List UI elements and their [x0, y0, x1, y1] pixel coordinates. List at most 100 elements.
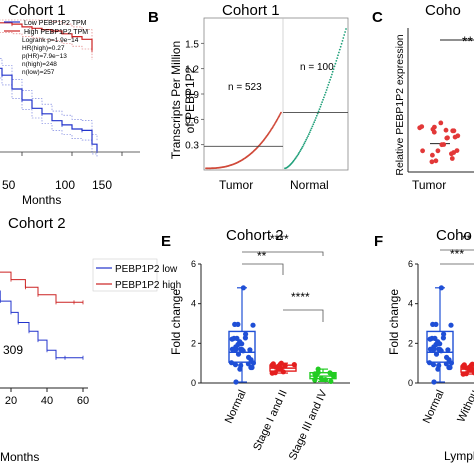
panel-c-dot: [438, 120, 444, 126]
tick-x-100: 100: [55, 178, 75, 192]
panel-b-frame: [203, 17, 349, 171]
km-a-curve-1: [0, 22, 93, 51]
normal-point: [341, 40, 344, 42]
panel-e-dot: [235, 351, 242, 357]
panel-c-dot: [419, 124, 425, 129]
km-a-ci-upper-1: [0, 19, 93, 41]
sig-e-normal-stage12: **: [257, 249, 267, 263]
normal-point: [309, 129, 312, 132]
panel-e-x-label: Stage I and II: [251, 388, 290, 452]
panel-f-dot: [441, 331, 447, 337]
stat-nhigh: n(high)=248: [22, 61, 57, 68]
normal-point: [340, 42, 343, 45]
panel-c-dot: [435, 148, 441, 154]
panel-c: C Coho Relative PEBP1P2 expression ** Tu…: [372, 2, 474, 192]
panel-c-dot: [420, 148, 425, 154]
panel-e-dot: [278, 365, 284, 371]
panel-f-dot: [435, 339, 441, 345]
panel-b-title: Cohort 1: [222, 2, 280, 19]
panel-b-y-tick-label: 0.6: [185, 115, 199, 126]
panel-d-legend: PEBP1P2 low PEBP1P2 high: [92, 258, 181, 292]
panel-e-dot: [238, 346, 244, 352]
normal-point: [294, 157, 297, 160]
tick-x-normal: Normal: [290, 178, 329, 192]
panel-e-x-label: Stage III and IV: [287, 388, 330, 462]
panel-f-dot: [433, 351, 440, 357]
panel-f-ylabel: Fold change: [387, 289, 401, 355]
n-tumor: n = 523: [228, 82, 262, 93]
panel-c-ylabel: Relative PEBP1P2 expression: [394, 34, 406, 175]
panel-e-dot: [269, 362, 275, 368]
panel-b-plot: 0.3 0.6 0.9 1.2 1.5: [185, 17, 349, 171]
normal-point: [304, 140, 307, 143]
normal-point: [297, 153, 300, 156]
panel-f-dot: [463, 371, 469, 377]
legend-box: [92, 258, 158, 292]
normal-point: [315, 117, 317, 119]
panel-c-dot: [451, 128, 457, 134]
panel-c-dot: [443, 127, 449, 133]
panel-c-dot: [432, 124, 437, 130]
panel-e-dot: [328, 378, 334, 384]
normal-point: [303, 142, 306, 145]
normal-point: [329, 78, 331, 81]
panel-c-dot: [449, 156, 455, 161]
panel-b-y-tick-label: 0.3: [185, 141, 199, 152]
panel-e-dot: [291, 362, 297, 368]
normal-point: [317, 110, 320, 113]
panel-f-dot: [445, 347, 451, 353]
panel-a-xlabel: Months: [22, 193, 61, 207]
panel-e-title: Cohort 2: [226, 227, 284, 244]
normal-point: [344, 31, 346, 33]
panel-c-title: Coho: [425, 2, 461, 19]
sig-e-stage12-stage34: ****: [291, 290, 310, 304]
panel-e-y-tick-label: 4: [191, 299, 196, 309]
km-d-curve-0: [0, 290, 83, 359]
panel-f-dot: [433, 321, 439, 327]
panel-d-x-tick-label: 40: [41, 395, 53, 407]
panel-f-dot: [446, 357, 452, 363]
panel-d-x-tick-label: 20: [5, 395, 17, 407]
panel-e-dot: [318, 376, 324, 382]
normal-point: [300, 148, 302, 151]
panel-e-dot: [243, 331, 249, 337]
panel-f-dot: [430, 362, 437, 368]
panel-e-dot: [313, 372, 319, 378]
normal-point: [330, 76, 332, 79]
normal-point: [337, 54, 339, 57]
panel-e-dot: [242, 335, 248, 341]
normal-point: [328, 81, 331, 84]
panel-e-dot: [272, 370, 278, 376]
panel-e-y-tick-label: 6: [191, 259, 196, 269]
normal-point: [343, 34, 346, 36]
panel-b: B Cohort 1 Transcripts Per Million of PE…: [148, 2, 349, 192]
panel-e-dot: [228, 360, 235, 366]
panel-a-plot: [0, 19, 140, 158]
sig-e-normal-stage34: ****: [270, 232, 289, 246]
stat-logrank: Logrank p=1.9e−14: [22, 37, 79, 44]
panel-a-legend: Low PEBP1P2 TPM High PEBP1P2 TPM Logrank…: [4, 20, 88, 76]
panel-f-dot: [460, 363, 466, 369]
panel-c-dot: [445, 135, 450, 141]
panel-f-y-tick-label: 0: [408, 378, 413, 388]
normal-point: [301, 145, 304, 148]
normal-point: [298, 151, 300, 154]
normal-point: [324, 91, 327, 94]
normal-point: [319, 105, 322, 108]
panel-e-dot: [237, 339, 243, 345]
panel-e-dot: [229, 346, 235, 352]
tick-x-c-tumor: Tumor: [412, 178, 446, 192]
km-a-ci-lower-0: [0, 77, 98, 158]
normal-point: [342, 37, 345, 39]
panel-f-dot: [443, 361, 449, 367]
panel-e-bracket-2: [242, 263, 284, 275]
normal-point: [338, 48, 341, 51]
normal-point: [326, 86, 329, 89]
normal-point: [306, 137, 308, 139]
panel-d: Cohort 2 0204060 PEBP1P2 low PEBP1P2 hig…: [0, 215, 181, 464]
normal-point: [314, 119, 316, 121]
panel-f-dot: [447, 364, 453, 371]
normal-point: [323, 96, 325, 99]
